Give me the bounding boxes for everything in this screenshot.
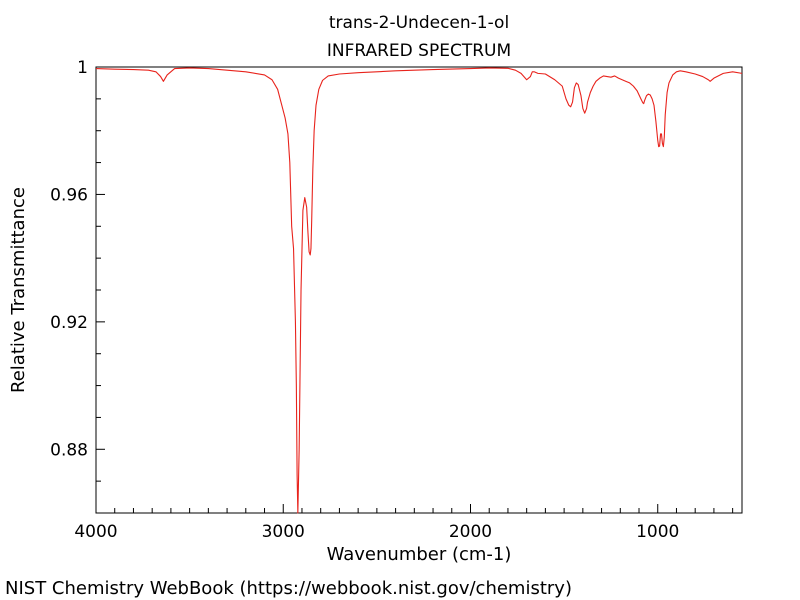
x-tick-label: 3000 (262, 522, 305, 542)
x-tick-label: 1000 (636, 522, 679, 542)
spectrum-line (95, 67, 743, 514)
axis-ticks: 4000 3000 2000 1000 1 0.96 0.92 0.88 (50, 58, 734, 542)
y-tick-label: 0.88 (50, 440, 88, 460)
y-tick-label: 0.92 (50, 313, 88, 333)
y-tick-label: 0.96 (50, 185, 88, 205)
x-tick-label: 2000 (449, 522, 492, 542)
chart-title: trans-2-Undecen-1-ol (329, 13, 509, 33)
x-axis-label: Wavenumber (cm-1) (327, 544, 512, 565)
chart-subtitle: INFRARED SPECTRUM (327, 41, 511, 61)
y-axis-label: Relative Transmittance (8, 187, 29, 393)
y-tick-label: 1 (77, 58, 88, 78)
plot-frame (95, 66, 743, 514)
series-group (95, 67, 743, 514)
source-footer: NIST Chemistry WebBook (https://webbook.… (5, 578, 572, 599)
x-tick-label: 4000 (74, 522, 117, 542)
